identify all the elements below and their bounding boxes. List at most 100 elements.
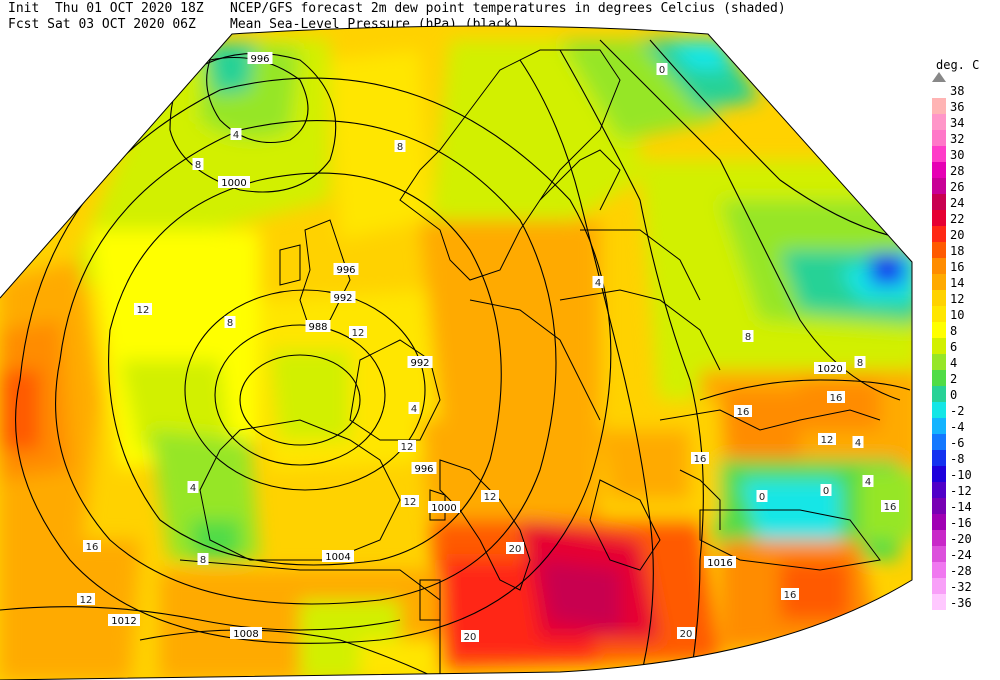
label-box <box>322 550 354 562</box>
label-box <box>394 140 406 152</box>
legend-label: 32 <box>950 132 965 146</box>
legend-label: 16 <box>950 260 965 274</box>
label-box <box>330 291 356 303</box>
legend-swatch <box>932 530 946 546</box>
legend-swatch <box>932 130 946 146</box>
dewpoint-label: 16 <box>830 393 843 404</box>
label-box <box>854 356 866 368</box>
label-box <box>134 303 152 315</box>
legend-title: deg. C <box>936 58 980 72</box>
legend-label: 14 <box>950 276 965 290</box>
legend-label: -12 <box>950 484 972 498</box>
legend-swatch <box>932 514 946 530</box>
dewpoint-label: 0 <box>659 65 665 76</box>
legend-label: 10 <box>950 308 965 322</box>
legend-label: -24 <box>950 548 972 562</box>
isobar-label: 1004 <box>325 552 350 563</box>
label-box <box>881 500 899 512</box>
legend-label: 28 <box>950 164 965 178</box>
legend-label: -2 <box>950 404 965 418</box>
legend-up-arrow-icon <box>932 72 946 82</box>
legend-swatch <box>932 354 946 370</box>
legend-label: 18 <box>950 244 965 258</box>
legend-swatch <box>932 466 946 482</box>
isobar-labels: 996 1000 996 992 988 992 996 1000 1004 1008 1012 10… <box>108 52 846 640</box>
legend-label: -8 <box>950 452 965 466</box>
dewpoint-label: 12 <box>484 492 497 503</box>
isobar-label: 988 <box>308 322 327 333</box>
dewpoint-label: 4 <box>233 130 239 141</box>
dewpoint-label: 8 <box>195 160 201 171</box>
dewpoint-label: 20 <box>464 632 477 643</box>
dewpoint-label: 12 <box>80 595 93 606</box>
legend-label: 4 <box>950 356 958 370</box>
legend-swatch <box>932 114 946 130</box>
legend-swatch <box>932 210 946 226</box>
label-box <box>862 475 874 487</box>
label-box <box>349 326 367 338</box>
label-box <box>481 490 499 502</box>
isobar-label: 996 <box>336 265 355 276</box>
isobar-label: 1008 <box>233 629 258 640</box>
dewpoint-label: 8 <box>200 555 206 566</box>
label-box <box>852 436 864 448</box>
dewpoint-label: 16 <box>86 542 99 553</box>
init-time: Init Thu 01 OCT 2020 18Z <box>8 1 204 16</box>
dewpoint-labels: 8 8 4 0 12 12 8 4 12 16 12 20 20 16 16 16 12 8 4 0 0 4 8 12 16 20… <box>77 63 899 643</box>
label-box <box>781 588 799 600</box>
legend-swatch <box>932 402 946 418</box>
label-box <box>333 263 359 275</box>
isobar-label: 992 <box>333 293 352 304</box>
legend-label: 24 <box>950 196 965 210</box>
label-box <box>197 553 209 565</box>
label-box <box>756 490 768 502</box>
dewpoint-label: 20 <box>680 629 693 640</box>
dewpoint-label: 0 <box>823 486 829 497</box>
label-box <box>230 627 262 639</box>
label-box <box>305 320 331 332</box>
legend-label: -32 <box>950 580 972 594</box>
isobar-label: 1020 <box>817 364 842 375</box>
label-box <box>407 356 433 368</box>
legend-label: 0 <box>950 388 958 402</box>
dewpoint-label: 8 <box>857 358 863 369</box>
label-box <box>411 462 437 474</box>
label-box <box>230 128 242 140</box>
forecast-title: NCEP/GFS forecast 2m dew point temperatu… <box>230 1 786 16</box>
legend-swatch <box>932 546 946 562</box>
dewpoint-label: 4 <box>855 438 861 449</box>
legend-swatch <box>932 418 946 434</box>
legend-label: 22 <box>950 212 965 226</box>
dewpoint-label: 8 <box>745 332 751 343</box>
forecast-time: Fcst Sat 03 OCT 2020 06Z <box>8 17 196 32</box>
legend-swatch <box>932 274 946 290</box>
legend-label: -36 <box>950 596 972 610</box>
label-box <box>742 330 754 342</box>
legend-swatch <box>932 434 946 450</box>
legend-swatch <box>932 290 946 306</box>
legend-swatch <box>932 258 946 274</box>
legend-label: 30 <box>950 148 965 162</box>
dewpoint-label: 12 <box>401 442 414 453</box>
label-box <box>108 614 140 626</box>
legend-label: -20 <box>950 532 972 546</box>
legend-label: -28 <box>950 564 972 578</box>
legend-swatch <box>932 482 946 498</box>
legend-swatch <box>932 370 946 386</box>
legend-swatch <box>932 98 946 114</box>
label-box <box>461 630 479 642</box>
legend-swatch <box>932 562 946 578</box>
legend-label: 6 <box>950 340 958 354</box>
legend-swatch <box>932 82 946 98</box>
dewpoint-label: 4 <box>190 483 196 494</box>
dewpoint-label: 12 <box>404 497 417 508</box>
isobar-label: 1012 <box>111 616 136 627</box>
legend-label: 26 <box>950 180 965 194</box>
legend-swatch <box>932 162 946 178</box>
label-box <box>401 495 419 507</box>
label-box <box>83 540 101 552</box>
dewpoint-label: 4 <box>595 278 601 289</box>
dewpoint-label: 16 <box>737 407 750 418</box>
legend-label: 2 <box>950 372 958 386</box>
legend-label: -6 <box>950 436 965 450</box>
